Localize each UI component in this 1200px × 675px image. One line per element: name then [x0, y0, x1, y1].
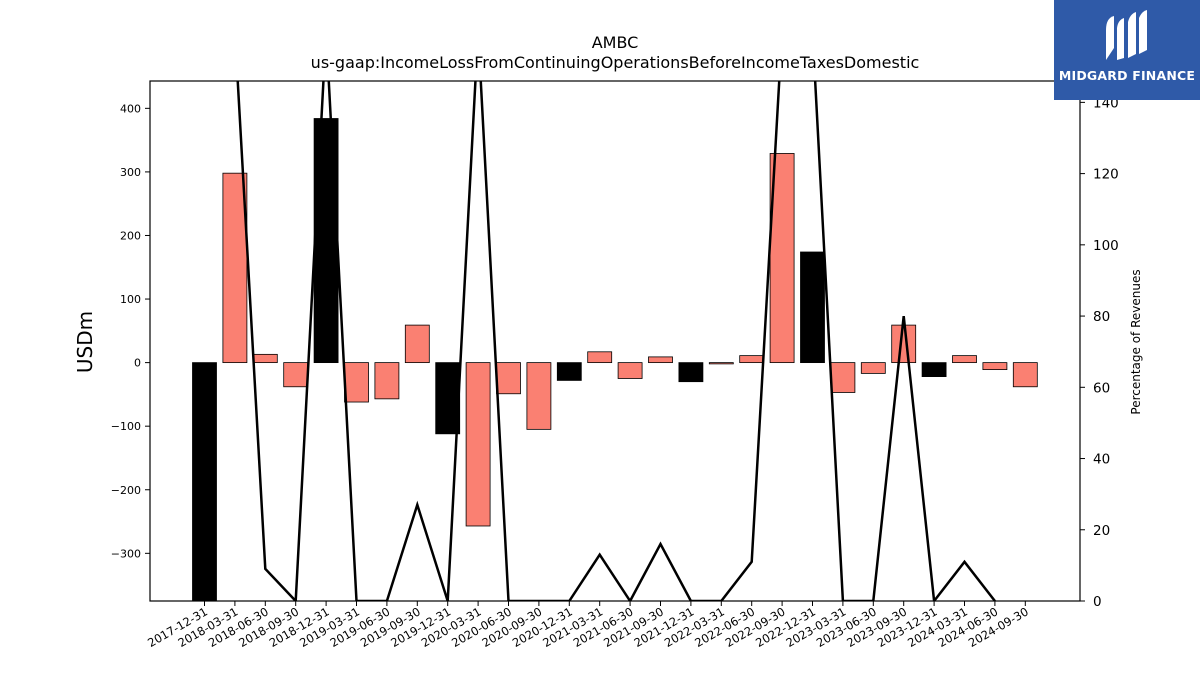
bar-2018-09-30 [283, 362, 309, 388]
bar-2021-12-31 [678, 362, 704, 383]
bar-2024-06-30 [982, 362, 1008, 371]
bar-2018-03-31 [222, 172, 248, 364]
line-group [236, 81, 996, 601]
bar-2020-06-30 [496, 362, 521, 395]
y2-tick-label: 80 [1093, 309, 1110, 325]
bar-2023-09-30 [891, 324, 917, 364]
bar-2024-09-30 [1012, 362, 1038, 388]
plot-frame [149, 80, 1081, 602]
bar-2023-03-31 [830, 362, 856, 393]
y-tick-label: −300 [111, 547, 141, 560]
bar-2019-12-31 [435, 362, 461, 435]
logo: MIDGARD FINANCE [1054, 0, 1200, 100]
y2-tick-label: 100 [1093, 238, 1119, 254]
bar-2022-03-31 [708, 362, 734, 365]
bar-2023-06-30 [860, 362, 886, 374]
chart-subtitle: us-gaap:IncomeLossFromContinuingOperatio… [311, 53, 920, 72]
y-tick-label: 300 [120, 166, 141, 179]
y2-tick-label: 0 [1093, 594, 1102, 610]
bar-2021-09-30 [648, 356, 673, 364]
bar-2020-12-31 [556, 362, 582, 381]
chart-title: AMBC [592, 33, 639, 52]
y2-tick-label: 20 [1093, 523, 1110, 539]
y-tick-label: 200 [120, 229, 141, 242]
bar-2020-09-30 [526, 362, 552, 430]
bar-2018-06-30 [252, 353, 278, 364]
bar-2018-12-31 [313, 118, 339, 364]
bar-2019-03-31 [344, 362, 369, 403]
y-tick-label: 400 [120, 102, 141, 115]
y2-tick-label: 40 [1093, 452, 1110, 468]
bar-2023-12-31 [921, 362, 947, 377]
bar-2024-03-31 [952, 355, 977, 364]
midgard-logo-icon [1106, 10, 1147, 60]
bars-group [192, 118, 1038, 601]
bar-2022-12-31 [800, 251, 825, 364]
percentage-line [236, 81, 996, 601]
bar-2019-09-30 [404, 324, 430, 364]
bar-2020-03-31 [465, 362, 491, 527]
bar-2021-03-31 [587, 351, 613, 364]
bar-2021-06-30 [617, 362, 643, 379]
y2-tick-label: 120 [1093, 167, 1119, 183]
y-tick-label: 0 [134, 357, 141, 370]
y-axis-label: USDm [73, 311, 97, 373]
logo-text: MIDGARD FINANCE [1058, 68, 1196, 83]
y-tick-label: −100 [111, 420, 141, 433]
y2-tick-label: 60 [1093, 380, 1110, 396]
bar-2017-12-31 [192, 362, 217, 601]
y-tick-label: −200 [111, 484, 141, 497]
bar-2019-06-30 [374, 362, 400, 400]
y2-axis-label: Percentage of Revenues [1129, 269, 1143, 414]
bar-2022-06-30 [739, 355, 765, 364]
y-tick-label: 100 [120, 293, 141, 306]
